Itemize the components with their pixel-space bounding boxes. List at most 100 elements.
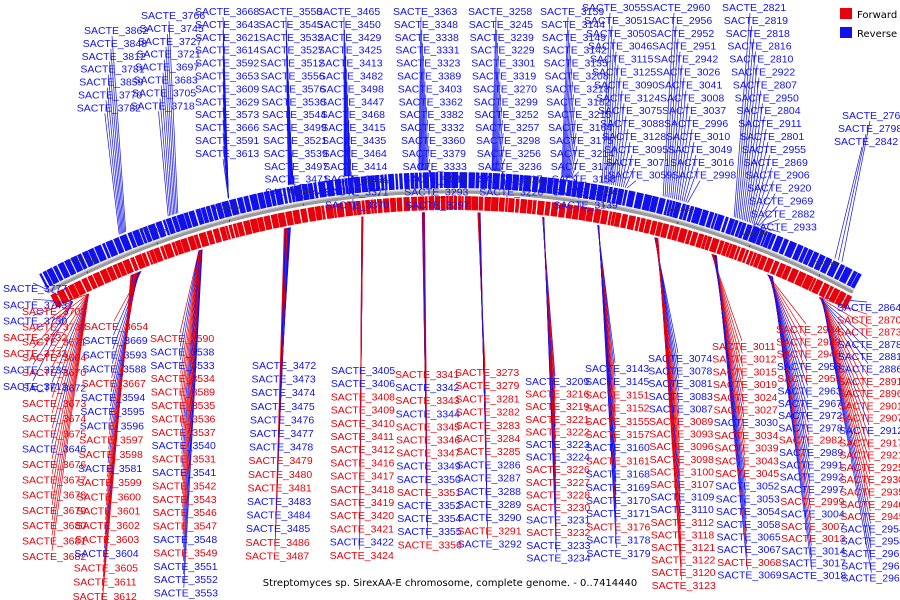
gene-label: SACTE_3128 [602,131,666,143]
forward-gene [769,260,780,276]
gene-label: SACTE_3221 [525,414,589,426]
label-connector [179,250,200,334]
reverse-gene [142,226,153,243]
gene-label: SACTE_3346 [396,435,460,447]
gene-label: SACTE_3603 [75,534,139,546]
gene-label: SACTE_2954 [841,523,900,535]
label-connector [670,64,683,199]
label-connector [570,158,579,179]
forward-gene [507,198,515,213]
gene-label: SACTE_2925 [840,462,900,474]
gene-label: SACTE_3098 [650,454,714,466]
gene-label: SACTE_3447 [320,96,384,108]
gene-label: SACTE_3224 [526,452,590,464]
forward-gene [232,223,240,238]
forward-gene [704,236,713,251]
forward-gene [498,197,505,212]
reverse-gene [633,192,644,210]
gene-label: SACTE_3078 [648,366,712,378]
gene-label: SACTE_3226 [526,464,590,476]
gene-label: SACTE_3143 [585,363,649,375]
forward-gene [134,253,147,270]
gene-label: SACTE_3299 [474,96,538,108]
reverse-gene [807,251,820,268]
label-connector [603,25,613,184]
label-connector [613,90,623,186]
forward-gene [206,230,216,245]
gene-label: SACTE_3781 [80,64,144,76]
gene-label: SACTE_3323 [396,58,460,70]
label-connector [51,293,89,383]
reverse-gene [838,266,853,284]
gene-label: SACTE_3096 [649,441,713,453]
gene-label: SACTE_3382 [399,109,463,121]
gene-label: SACTE_3550 [258,6,322,18]
gene-label: SACTE_3110 [650,504,714,516]
reverse-gene [380,174,385,191]
gene-label: SACTE_3553 [154,588,218,600]
gene-label: SACTE_3403 [398,83,462,95]
label-connector [598,225,617,548]
gene-label: SACTE_3287 [457,473,521,485]
label-connector [51,293,89,322]
reverse-gene [826,260,840,278]
gene-label: SACTE_3209 [525,376,589,388]
tick-label: 3300 kbp [741,231,767,237]
reverse-gene [475,172,480,189]
gene-label: SACTE_3222 [525,426,589,438]
reverse-gene [139,227,148,244]
gene-label: SACTE_3673 [22,398,86,410]
gene-label: SACTE_3065 [717,532,781,544]
gene-label: SACTE_2921 [839,450,900,462]
gene-label: SACTE_3318 [403,174,467,186]
reverse-gene [771,235,784,253]
gene-label: SACTE_3155 [585,416,649,428]
gene-label: SACTE_2960 [646,2,710,14]
label-connector [738,51,756,219]
label-connector [51,293,89,460]
forward-gene [174,239,185,255]
label-connector [418,16,422,171]
label-connector [420,55,424,171]
gene-label: SACTE_3602 [76,520,140,532]
gene-label: SACTE_2945 [840,511,900,523]
label-connector [423,107,427,171]
gene-label: SACTE_3738 [22,321,86,333]
reverse-gene [833,263,846,281]
forward-gene [242,220,253,236]
gene-label: SACTE_2950 [735,92,799,104]
label-connector [32,301,73,365]
forward-gene [654,221,663,237]
gene-label: SACTE_3675 [22,428,86,440]
gene-label: SACTE_3681 [22,536,86,548]
forward-gene [428,196,435,211]
gene-label: SACTE_3643 [195,19,259,31]
gene-label: SACTE_3670 [22,367,86,379]
gene-label: SACTE_3223 [526,439,590,451]
gene-label: SACTE_3544 [262,109,326,121]
forward-gene [73,280,87,296]
reverse-gene [443,172,451,188]
forward-gene [613,212,622,228]
gene-label: SACTE_3120 [651,567,715,579]
forward-gene [411,196,418,211]
forward-gene [153,247,164,263]
gene-label: SACTE_3476 [250,414,314,426]
forward-gene [700,234,708,250]
label-connector [51,293,89,521]
gene-label: SACTE_3182 [546,96,610,108]
forward-gene [610,211,617,226]
gene-label: SACTE_3332 [400,122,464,134]
reverse-gene [682,204,690,221]
gene-label: SACTE_3257 [475,122,539,134]
gene-label: SACTE_3348 [394,19,458,31]
gene-label: SACTE_3270 [473,83,537,95]
gene-label: SACTE_3239 [470,32,534,44]
label-connector [51,293,89,444]
reverse-gene [621,189,628,206]
label-connector [51,293,89,536]
gene-label: SACTE_3614 [195,45,259,57]
forward-gene [122,258,134,275]
gene-label: SACTE_2821 [722,2,786,14]
